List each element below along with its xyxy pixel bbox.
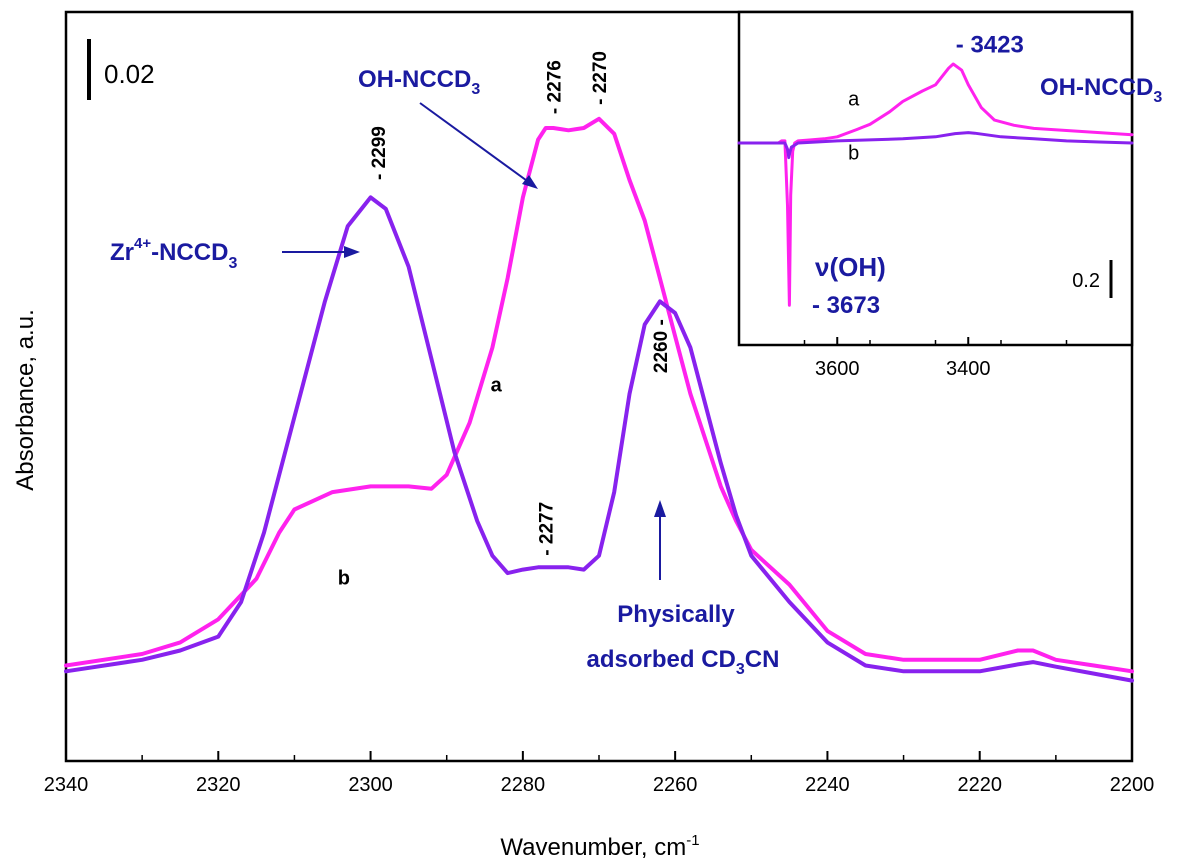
main-series-label-b: b [338, 568, 350, 590]
inset-peak-label: - 3423 [956, 32, 1024, 59]
main-scale-bar-label: 0.02 [104, 59, 155, 89]
inset-scale-bar-label: 0.2 [1072, 270, 1100, 292]
inset-oh-nccd3-label: OH-NCCD3 [1040, 74, 1162, 106]
main-x-tick-label: 2340 [44, 774, 89, 796]
physically-adsorbed-annotation: Physically adsorbed CD3CN [587, 500, 780, 678]
main-x-axis: 2340 2320 2300 2280 2260 2240 2220 2200 [44, 751, 1155, 796]
main-x-tick-label: 2260 [653, 774, 698, 796]
main-series-label-a: a [491, 375, 503, 397]
inset-data-labels: a b - 3423 [848, 32, 1024, 165]
zr-arrow-head [344, 246, 360, 258]
zr-nccd3-label: Zr4+-NCCD3 [110, 235, 237, 272]
main-x-tick-label: 2240 [805, 774, 850, 796]
y-axis-title: Absorbance, a.u. [12, 309, 39, 490]
inset-nu-oh-value: - 3673 [812, 292, 880, 319]
inset-series-b-line [737, 131, 1134, 160]
inset-x-axis: 3600 3400 [803, 337, 1068, 380]
oh-arrow-line [419, 102, 531, 184]
inset-nu-oh-label: ν(OH) [815, 252, 886, 282]
x-axis-title: Wavenumber, cm-1 [500, 832, 699, 861]
peak-label: 2260 - [651, 319, 672, 373]
zr-nccd3-annotation: Zr4+-NCCD3 [110, 235, 360, 272]
peak-label: - 2270 [590, 51, 611, 105]
oh-nccd3-label: OH-NCCD3 [358, 66, 480, 98]
peak-label: - 2276 [544, 60, 565, 114]
main-scale-bar: 0.02 [87, 39, 155, 100]
main-series-a-line [64, 116, 1134, 674]
oh-arrow-head [522, 175, 538, 189]
oh-nccd3-annotation: OH-NCCD3 [358, 66, 538, 189]
main-x-tick-label: 2320 [196, 774, 241, 796]
main-x-tick-label: 2300 [348, 774, 393, 796]
main-x-tick-label: 2220 [957, 774, 1002, 796]
main-x-tick-label: 2280 [501, 774, 546, 796]
phys-label-line2: adsorbed CD3CN [587, 646, 780, 678]
inset-plot-frame [737, 10, 1134, 347]
peak-label: - 2277 [537, 502, 558, 556]
inset-series-label-a: a [848, 89, 860, 111]
main-curves [64, 116, 1134, 683]
inset-series-a-line [737, 62, 1134, 307]
inset-x-tick-label: 3600 [815, 358, 860, 380]
main-series-b-line [64, 195, 1134, 683]
peak-label: - 2299 [369, 126, 390, 180]
inset-x-tick-label: 3400 [946, 358, 991, 380]
phys-label-line1: Physically [617, 601, 735, 628]
inset-curves [737, 62, 1134, 307]
phys-arrow-head [654, 500, 666, 517]
inset-annotations: OH-NCCD3 ν(OH) - 3673 [812, 74, 1162, 319]
inset-scale-bar: 0.2 [1072, 260, 1113, 298]
main-data-labels: a b - 2299 - 2276 - 2270 - 2277 2260 - [338, 51, 672, 590]
main-x-tick-label: 2200 [1110, 774, 1155, 796]
inset-series-label-b: b [848, 143, 859, 165]
